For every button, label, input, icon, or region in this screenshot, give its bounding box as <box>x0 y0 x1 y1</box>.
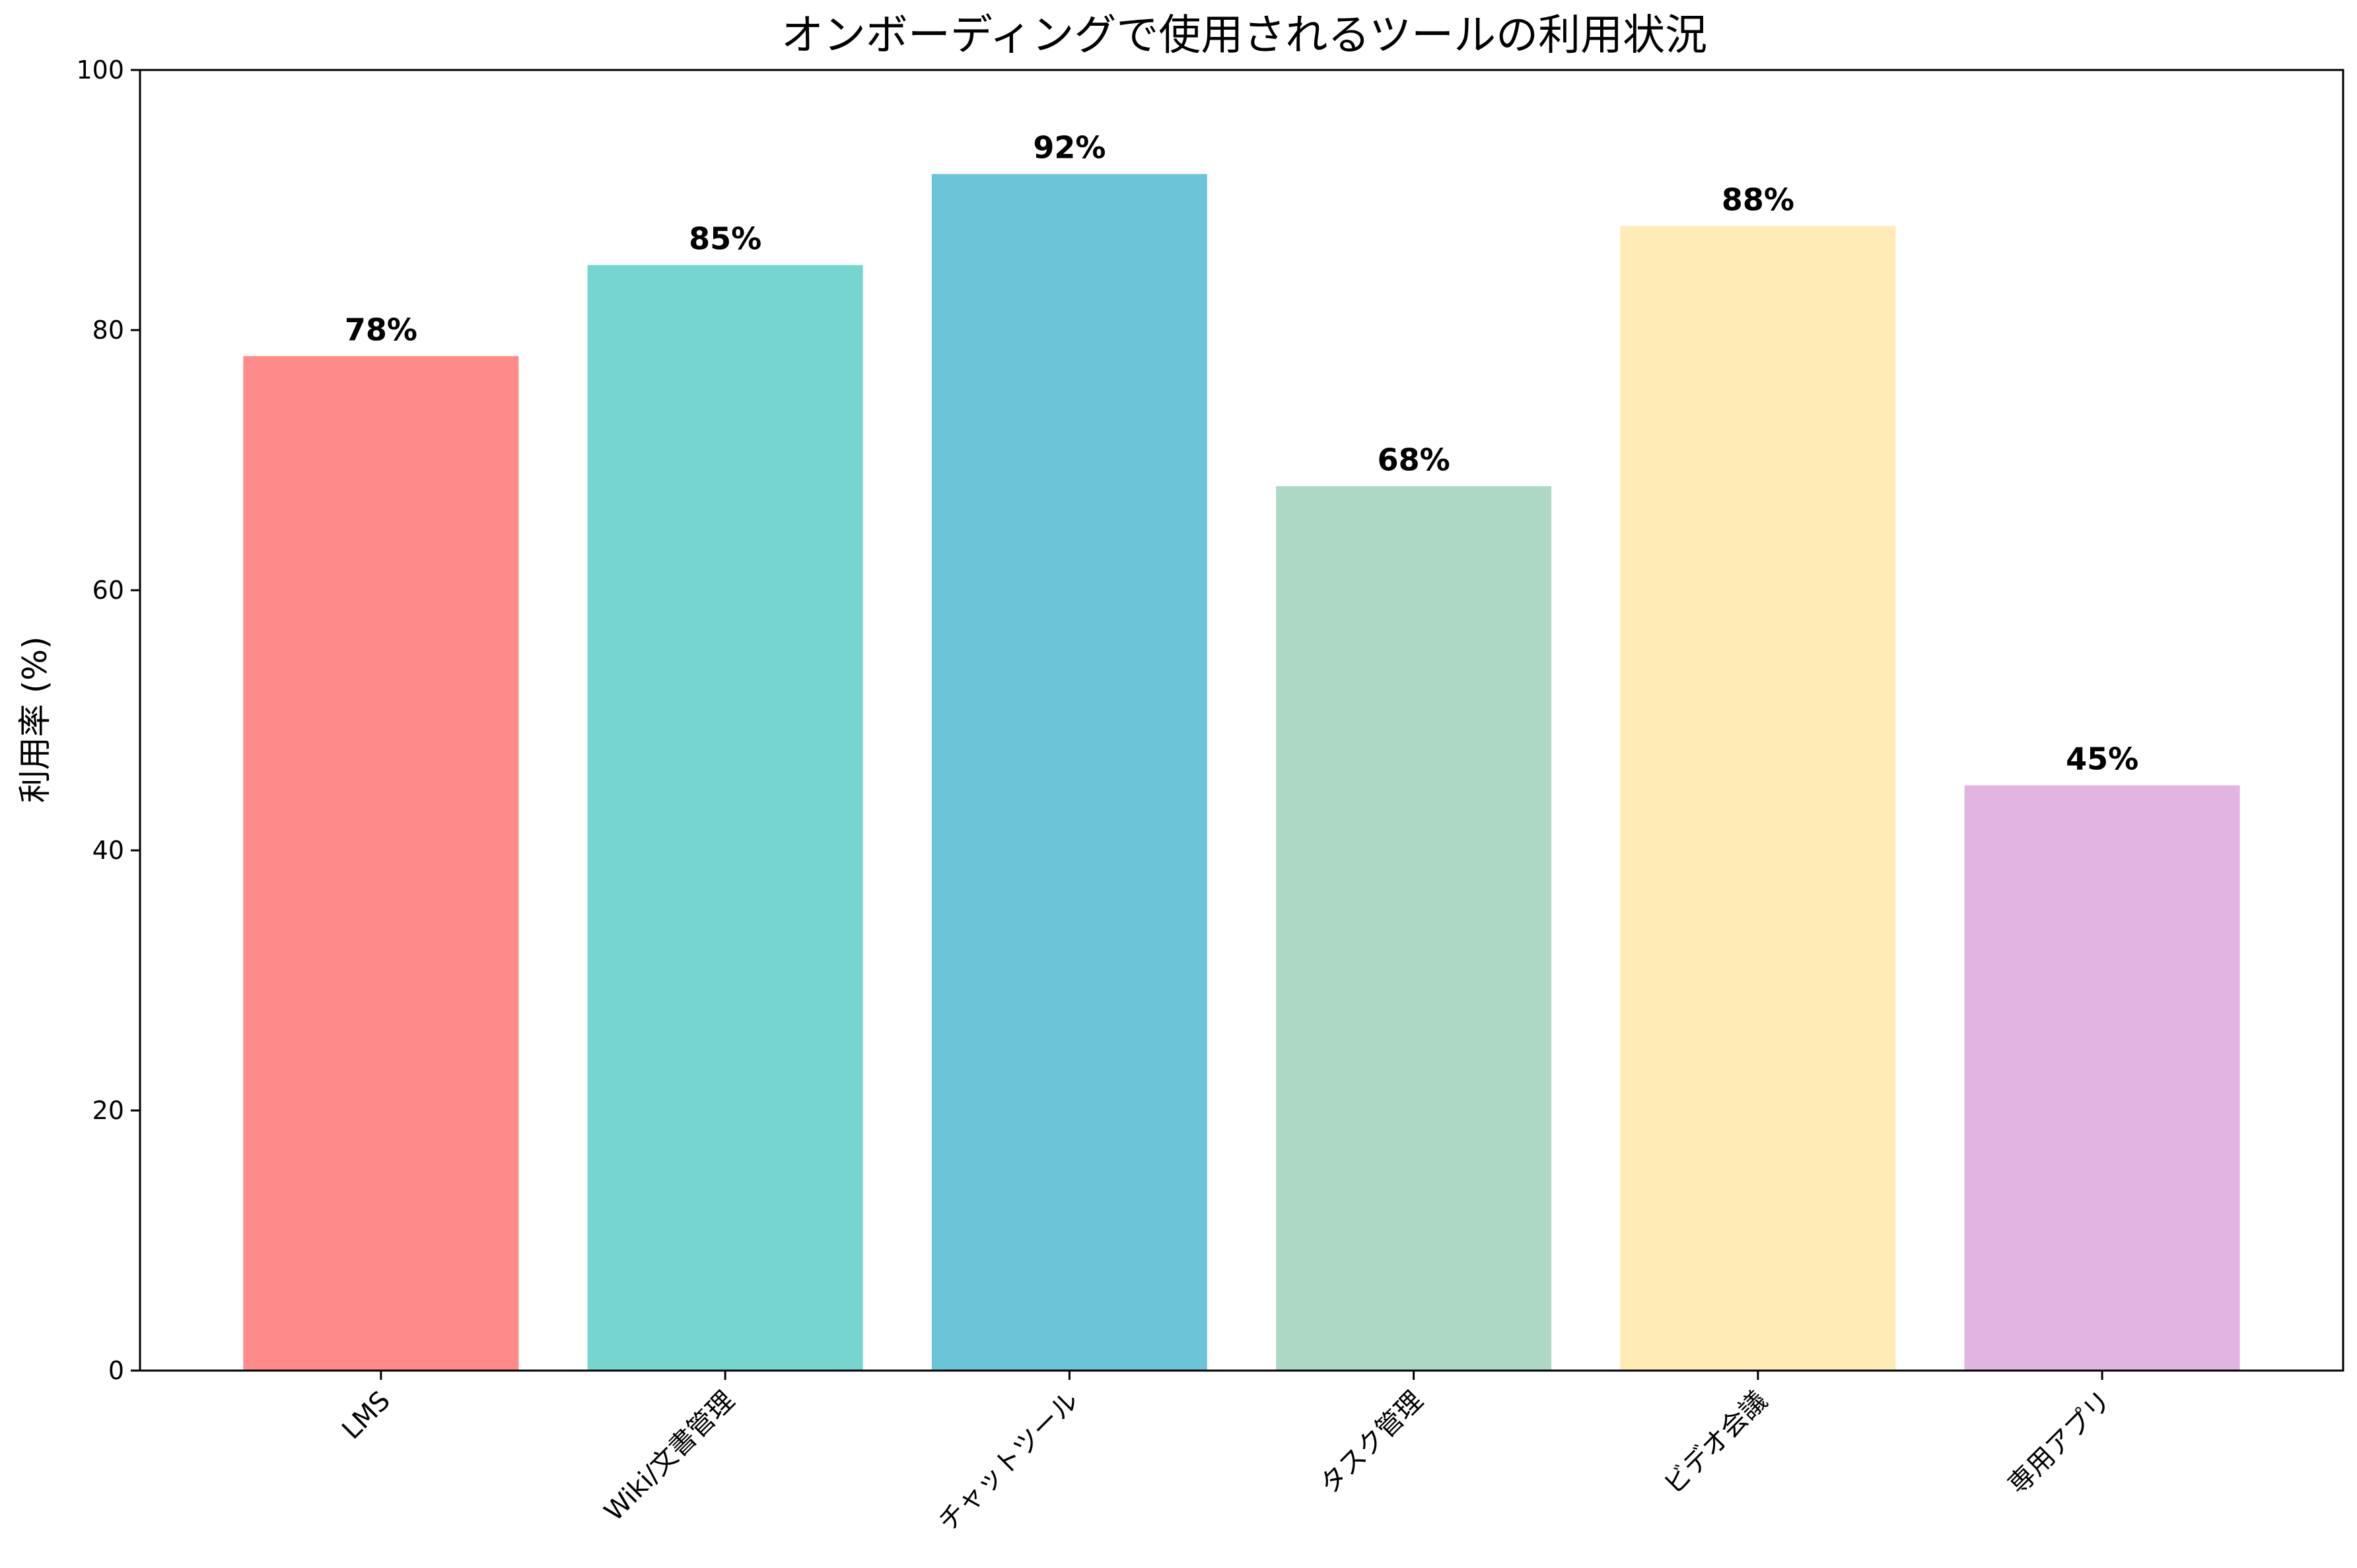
x-tick-label-1: LMS <box>336 1386 396 1446</box>
bar-2 <box>587 265 863 1371</box>
x-tick-label-4: タスク管理 <box>1314 1386 1429 1501</box>
axes-frame <box>139 69 2344 1372</box>
y-tick-label-100: 100 <box>76 55 124 85</box>
x-tick-label-6: 専用アプリ <box>2002 1386 2117 1501</box>
bar-3 <box>931 174 1207 1371</box>
y-axis-label: 利用率 (%) <box>16 636 54 803</box>
y-tick-label-0: 0 <box>108 1356 124 1385</box>
bar-1 <box>243 356 519 1371</box>
data-label-3: 92% <box>1033 130 1106 166</box>
data-label-4: 68% <box>1378 442 1450 477</box>
chart-title: オンボーディングで使用されるツールの利用状況 <box>781 11 1707 60</box>
data-label-2: 85% <box>689 221 761 257</box>
plot-area: 78% 85% 92% 68% 88% 45% 0 20 40 60 80 100 LMS Wiki/文書… <box>76 55 2344 1538</box>
data-label-1: 78% <box>345 312 417 347</box>
bar-5 <box>1620 226 1896 1371</box>
x-tick-label-5: ビデオ会議 <box>1658 1386 1773 1501</box>
bar-6 <box>1964 785 2240 1371</box>
x-tick-label-2: Wiki/文書管理 <box>599 1386 741 1528</box>
data-label-5: 88% <box>1722 182 1794 217</box>
bar-4 <box>1276 486 1552 1371</box>
y-tick-label-60: 60 <box>92 576 124 605</box>
x-tick-label-3: チャットツール <box>932 1386 1084 1538</box>
y-tick-label-20: 20 <box>92 1096 124 1125</box>
y-tick-label-80: 80 <box>92 316 124 345</box>
data-label-6: 45% <box>2066 741 2138 777</box>
y-tick-label-40: 40 <box>92 836 124 865</box>
